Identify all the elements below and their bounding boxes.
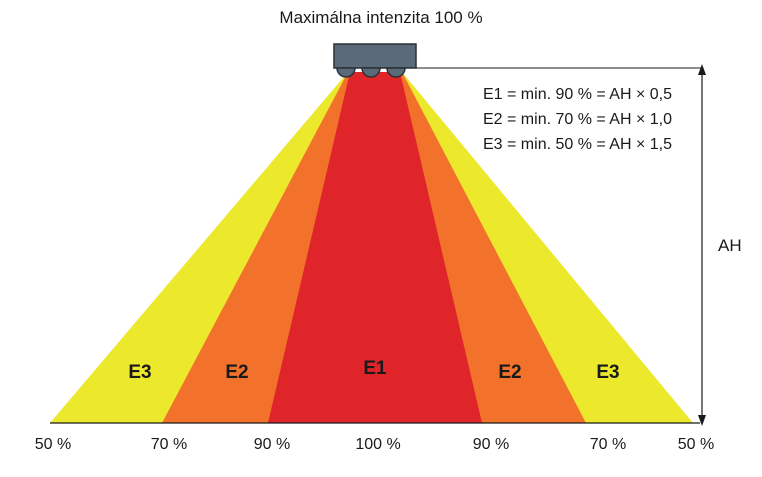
led-lens-right (386, 67, 406, 78)
zone-e1-beam (268, 72, 482, 423)
intensity-label-90-left: 90 % (253, 436, 291, 453)
led-lenses (336, 67, 406, 78)
led-lens-left (336, 67, 356, 78)
led-lens-center (361, 67, 381, 78)
intensity-label-100: 100 % (355, 436, 401, 453)
zone-label-e1: E1 (363, 358, 387, 379)
formula-e1: E1 = min. 90 % = AH × 0,5 (483, 86, 672, 103)
formula-e2: E2 = min. 70 % = AH × 1,0 (483, 111, 672, 128)
intensity-label-50-left: 50 % (34, 436, 72, 453)
zone-label-e2-left: E2 (225, 362, 249, 383)
formula-e3: E3 = min. 50 % = AH × 1,5 (483, 136, 672, 153)
height-arrow-bottom (698, 415, 706, 426)
zone-label-e3-left: E3 (128, 362, 152, 383)
zone-label-e2-right: E2 (498, 362, 522, 383)
intensity-label-70-right: 70 % (589, 436, 627, 453)
diagram-title: Maximálna intenzita 100 % (279, 8, 483, 27)
intensity-label-70-left: 70 % (150, 436, 188, 453)
zone-label-e3-right: E3 (596, 362, 620, 383)
intensity-label-50-right: 50 % (677, 436, 715, 453)
intensity-label-90-right: 90 % (472, 436, 510, 453)
light-fixture (333, 43, 417, 69)
height-label: AH (718, 236, 742, 255)
height-arrow-top (698, 64, 706, 75)
